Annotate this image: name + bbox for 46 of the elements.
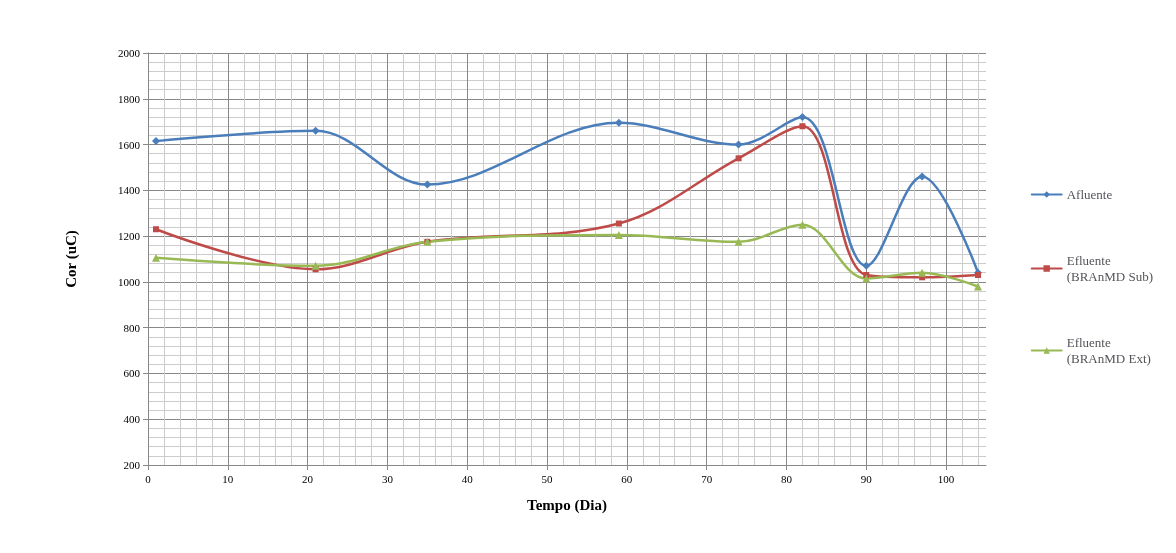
x-tick-label: 0 xyxy=(145,472,152,485)
point xyxy=(614,118,623,127)
point xyxy=(152,226,159,233)
legend-label: Efluente (BRAnMD Sub) xyxy=(1066,253,1154,284)
x-tick-label: 30 xyxy=(381,472,394,485)
x-tick-label: 50 xyxy=(541,472,554,485)
x-tick-label: 90 xyxy=(860,472,873,485)
y-tick-label: 1200 xyxy=(118,230,141,243)
y-tick-label: 600 xyxy=(123,367,141,380)
y-tick-label: 2000 xyxy=(118,47,141,59)
y-tick-label: 1600 xyxy=(118,138,141,151)
point xyxy=(862,261,871,270)
x-tick-label: 40 xyxy=(461,472,474,485)
point xyxy=(918,268,927,277)
x-tick-label: 70 xyxy=(701,472,713,485)
point xyxy=(614,230,623,239)
point xyxy=(734,140,743,149)
x-tick-label: 60 xyxy=(621,472,633,485)
point xyxy=(798,113,807,122)
point xyxy=(798,220,807,229)
point xyxy=(311,261,320,270)
x-tick-label: 100 xyxy=(937,472,955,485)
point xyxy=(974,282,983,291)
x-tick-label: 80 xyxy=(780,472,793,485)
y-axis-title: Cor (uC) xyxy=(62,230,80,288)
point xyxy=(975,272,982,279)
y-tick-label: 200 xyxy=(123,459,141,471)
point xyxy=(799,123,806,130)
point xyxy=(151,137,160,146)
legend-label: Efluente (BRAnMD Ext) xyxy=(1066,335,1151,366)
y-tick-label: 1800 xyxy=(118,92,141,105)
point xyxy=(151,253,160,262)
point xyxy=(615,220,622,227)
point xyxy=(311,126,320,135)
point xyxy=(918,172,927,181)
point xyxy=(423,180,432,189)
y-tick-label: 1400 xyxy=(118,184,141,197)
legend-label: Afluente xyxy=(1066,187,1113,202)
x-tick-label: 20 xyxy=(302,472,314,485)
point xyxy=(734,237,743,246)
y-tick-label: 1000 xyxy=(118,275,141,288)
y-tick-label: 800 xyxy=(123,321,141,334)
x-tick-label: 10 xyxy=(222,472,234,485)
point xyxy=(735,155,742,162)
y-tick-label: 400 xyxy=(123,413,141,426)
x-axis-title: Tempo (Dia) xyxy=(527,496,607,514)
